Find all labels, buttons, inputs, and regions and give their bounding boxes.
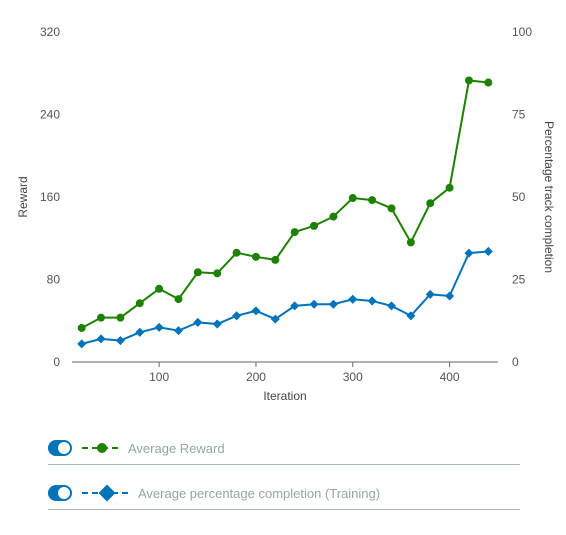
toggle-knob xyxy=(58,442,70,454)
y-left-tick-label: 0 xyxy=(53,355,60,369)
series-0-point[interactable] xyxy=(174,295,183,304)
chart: 0 80 160 240 320 0 25 50 75 100 100 200 300 400 Ite… xyxy=(16,25,556,403)
y-left-tick-label: 240 xyxy=(40,108,60,122)
series-0-point[interactable] xyxy=(232,248,241,257)
y-left-tick-label: 320 xyxy=(40,25,60,39)
series-1-point[interactable] xyxy=(173,326,184,336)
series-0-point[interactable] xyxy=(406,238,415,247)
series-1-point[interactable] xyxy=(115,336,125,346)
series-1-point[interactable] xyxy=(193,317,203,327)
series-1-point[interactable] xyxy=(77,339,87,349)
x-tick-label: 200 xyxy=(246,370,266,384)
series-0-point[interactable] xyxy=(77,323,86,332)
y-right-tick-label: 100 xyxy=(512,25,532,39)
series-line-0 xyxy=(81,79,489,329)
series-1-point[interactable] xyxy=(464,248,474,258)
legend-marker-reward xyxy=(82,443,122,453)
series-0-point[interactable] xyxy=(310,221,319,230)
toggle-average-reward[interactable] xyxy=(48,440,72,456)
series-0-point[interactable] xyxy=(484,78,493,87)
y-left-tick-label: 80 xyxy=(47,273,61,287)
series-0-point[interactable] xyxy=(251,252,260,261)
series-0-point[interactable] xyxy=(464,76,473,85)
series-1-point[interactable] xyxy=(386,301,397,311)
legend-row-reward: Average Reward xyxy=(48,432,520,465)
series-0-point[interactable] xyxy=(155,284,164,293)
y-left-tick-label: 160 xyxy=(40,190,60,204)
series-0-point[interactable] xyxy=(329,212,338,221)
toggle-knob xyxy=(58,487,70,499)
x-tick-label: 100 xyxy=(149,370,169,384)
x-tick-label: 300 xyxy=(343,370,363,384)
series-1-point[interactable] xyxy=(328,299,338,309)
series-1-point[interactable] xyxy=(309,299,319,309)
legend-row-completion: Average percentage completion (Training) xyxy=(48,477,520,510)
legend-label-completion: Average percentage completion (Training) xyxy=(138,485,381,501)
legend-marker-completion xyxy=(82,484,132,502)
series-1-point[interactable] xyxy=(251,306,261,316)
series-0-point[interactable] xyxy=(445,183,454,192)
y-right-tick-label: 75 xyxy=(512,108,526,122)
series-0-point[interactable] xyxy=(290,228,299,237)
x-axis-title: Iteration xyxy=(263,389,306,403)
series-0-point[interactable] xyxy=(97,313,106,322)
y-right-tick-label: 0 xyxy=(512,355,519,369)
series-1-point[interactable] xyxy=(154,322,164,332)
series-1-point[interactable] xyxy=(212,319,222,329)
y-right-tick-label: 50 xyxy=(512,190,526,204)
y-right-tick-label: 25 xyxy=(512,273,526,287)
series-0-point[interactable] xyxy=(193,268,202,277)
series-1-point[interactable] xyxy=(135,327,145,337)
x-tick-label: 400 xyxy=(440,370,460,384)
series-0-point[interactable] xyxy=(271,255,280,264)
series-1-point[interactable] xyxy=(483,246,493,256)
toggle-average-completion[interactable] xyxy=(48,485,72,501)
series-0-point[interactable] xyxy=(213,269,222,278)
series-0-point[interactable] xyxy=(387,204,396,213)
series-0-point[interactable] xyxy=(368,196,377,205)
y-axis-left-title: Reward xyxy=(16,176,30,217)
series-0-point[interactable] xyxy=(348,194,357,203)
series-1-point[interactable] xyxy=(367,296,377,306)
series-0-point[interactable] xyxy=(116,313,125,322)
series-1-point[interactable] xyxy=(445,291,455,301)
series-line-1 xyxy=(81,250,489,345)
series-1-point[interactable] xyxy=(96,334,106,344)
series-0-point[interactable] xyxy=(135,299,144,308)
series-0-point[interactable] xyxy=(426,199,435,208)
legend-label-reward: Average Reward xyxy=(128,440,225,456)
series-1-point[interactable] xyxy=(232,311,242,321)
series-1-point[interactable] xyxy=(348,294,358,304)
y-axis-right-title: Percentage track completion xyxy=(542,121,556,273)
